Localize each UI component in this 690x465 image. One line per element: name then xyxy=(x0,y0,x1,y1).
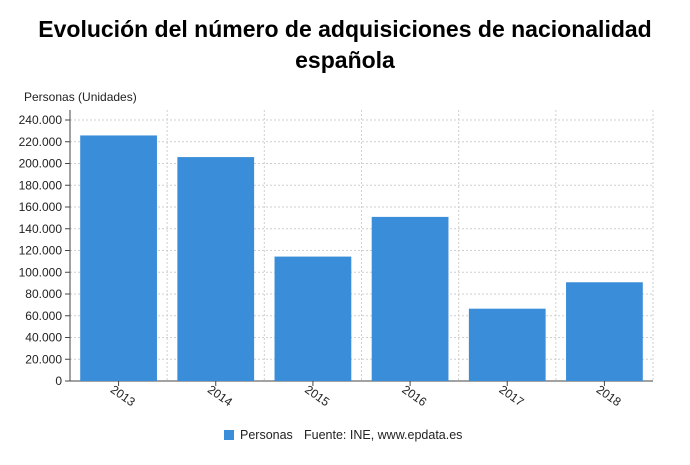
y-tick-label: 160.000 xyxy=(19,200,63,214)
y-tick-label: 100.000 xyxy=(19,265,63,279)
y-tick-label: 180.000 xyxy=(19,178,63,192)
bar-2014[interactable] xyxy=(177,157,255,381)
x-tick-label-2016: 2016 xyxy=(399,382,429,409)
y-axis-label: Personas (Unidades) xyxy=(24,90,137,104)
legend-swatch xyxy=(224,430,234,440)
y-tick-label: 140.000 xyxy=(19,222,63,236)
legend-item-personas[interactable]: Personas xyxy=(224,428,293,442)
bar-2013[interactable] xyxy=(80,135,157,381)
x-tick-label-2018: 2018 xyxy=(594,382,624,409)
y-tick-label: 40.000 xyxy=(25,331,62,345)
bar-2018[interactable] xyxy=(566,282,643,381)
source-text: Fuente: INE, www.epdata.es xyxy=(304,428,463,442)
chart-title: Evolución del número de adquisiciones de… xyxy=(0,14,690,76)
y-tick-label: 240.000 xyxy=(19,113,63,127)
x-tick-label-2015: 2015 xyxy=(302,382,332,409)
y-tick-label: 20.000 xyxy=(25,352,62,366)
bar-2017[interactable] xyxy=(468,308,546,381)
y-tick-label: 120.000 xyxy=(19,244,63,258)
y-tick-label: 200.000 xyxy=(19,157,63,171)
bar-2016[interactable] xyxy=(371,216,449,381)
y-tick-label: 220.000 xyxy=(19,135,63,149)
y-tick-label: 60.000 xyxy=(25,309,62,323)
y-tick-label: 0 xyxy=(55,374,62,388)
legend-label: Personas xyxy=(240,428,293,442)
x-tick-label-2014: 2014 xyxy=(205,382,235,409)
chart-title-line-1: Evolución del número de adquisiciones de… xyxy=(38,16,652,42)
bar-2015[interactable] xyxy=(274,256,352,381)
bar-chart: Personas (Unidades) 0 20.000 40.000 60.000 80… xyxy=(19,90,654,409)
y-tick-label: 80.000 xyxy=(25,287,62,301)
x-tick-label-2013: 2013 xyxy=(108,382,138,409)
chart-title-line-2: española xyxy=(295,47,395,73)
x-tick-label-2017: 2017 xyxy=(497,382,527,409)
